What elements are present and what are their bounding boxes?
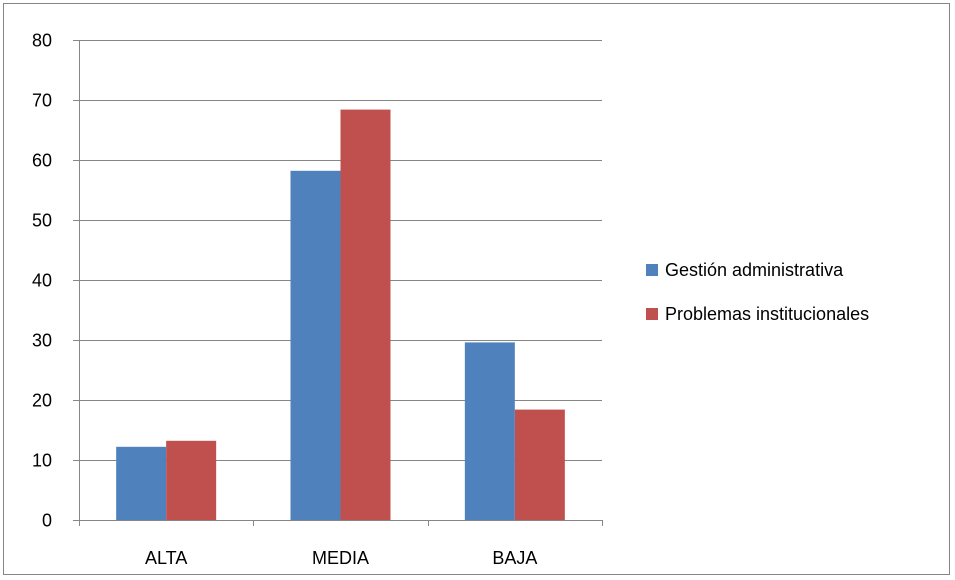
bar-gestion-administrativa <box>464 342 515 520</box>
y-tick-label: 70 <box>32 91 52 111</box>
y-tick-label: 60 <box>32 151 52 171</box>
x-tick-label: BAJA <box>492 548 537 568</box>
bars <box>116 109 565 521</box>
legend-label: Gestión administrativa <box>665 260 844 280</box>
x-tick-label: ALTA <box>145 548 187 568</box>
y-tick-label: 80 <box>32 31 52 51</box>
x-axis-tick-labels: ALTA MEDIA BAJA <box>145 548 537 568</box>
y-tick-label: 10 <box>32 451 52 471</box>
legend: Gestión administrativa Problemas instituc… <box>646 260 869 324</box>
legend-label: Problemas institucionales <box>665 304 869 324</box>
bar-gestion-administrativa <box>290 170 341 521</box>
bar-gestion-administrativa <box>116 446 167 520</box>
y-axis-tick-labels: 0 10 20 30 40 50 60 70 80 <box>32 31 52 531</box>
y-tick-label: 50 <box>32 211 52 231</box>
y-tick-label: 30 <box>32 331 52 351</box>
y-tick-label: 40 <box>32 271 52 291</box>
legend-swatch <box>646 308 658 320</box>
bar-problemas-institucionales <box>166 440 217 520</box>
y-tick-label: 0 <box>42 511 52 531</box>
axes <box>73 40 603 526</box>
bar-problemas-institucionales <box>514 409 565 520</box>
y-tick-label: 20 <box>32 391 52 411</box>
legend-swatch <box>646 264 658 276</box>
bar-problemas-institucionales <box>340 109 391 520</box>
x-tick-label: MEDIA <box>312 548 369 568</box>
